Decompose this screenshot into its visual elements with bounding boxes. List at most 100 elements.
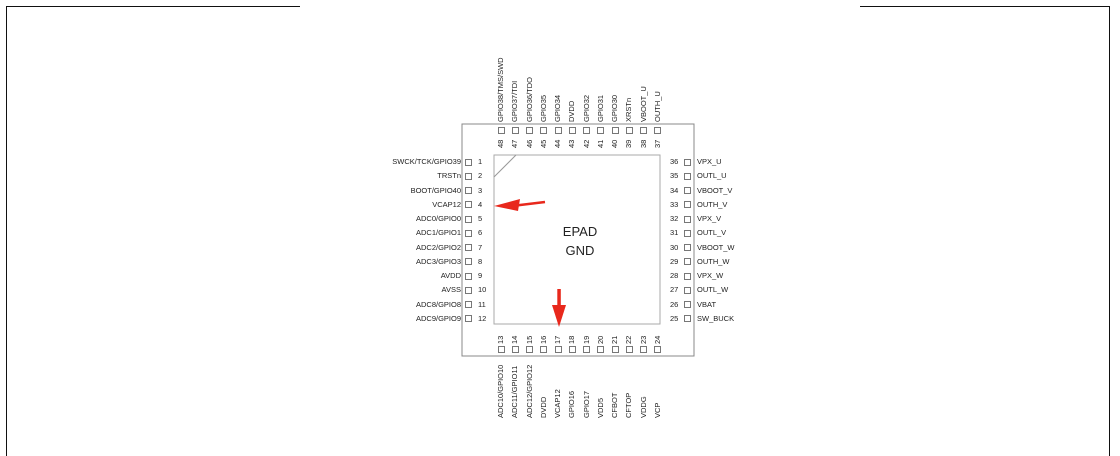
pin-pad	[654, 127, 662, 134]
epad-title: EPAD	[562, 224, 598, 239]
pin-label: CFBOT	[610, 392, 619, 418]
pin-label: OUTH_V	[697, 199, 728, 209]
pin-label: GPIO38/TMS/SWD	[496, 57, 505, 122]
pin-number: 47	[510, 139, 520, 148]
pin-label: VCAP12	[432, 199, 461, 209]
pin-label: XRSTn	[624, 97, 634, 122]
pin-label: DVDD	[538, 396, 548, 418]
pin-pad	[597, 127, 605, 134]
pin-pad	[511, 127, 519, 134]
pin-pad	[465, 272, 472, 280]
pin-number: 41	[595, 139, 605, 148]
pin-number: 26	[670, 299, 679, 309]
pin-label: ADC11/GPIO11	[510, 365, 520, 418]
pin-pad	[465, 187, 472, 194]
pin-pad	[526, 346, 533, 353]
pin-number: 32	[670, 214, 679, 223]
pin-pad	[625, 127, 633, 134]
pin-pad	[611, 127, 619, 134]
pin-label: OUTH_W	[697, 256, 730, 266]
pin-label: AVSS	[441, 285, 461, 295]
pin-label: GPIO31	[595, 94, 605, 122]
pin-pad	[684, 258, 691, 266]
pin-number: 19	[581, 335, 591, 344]
pin-pad	[597, 346, 605, 353]
pin-pad	[684, 301, 691, 308]
pin-label: CFTOP	[624, 392, 634, 418]
pin-label: OUTH_U	[652, 91, 662, 122]
pin-number: 12	[478, 313, 487, 323]
pin-label: GPIO17	[581, 390, 591, 418]
pin-pad	[583, 127, 590, 134]
pin-pad	[465, 244, 472, 251]
pin-number: 27	[670, 285, 679, 295]
pin-number: 25	[670, 313, 679, 323]
pin-pad	[497, 346, 505, 353]
pin-number: 20	[595, 335, 605, 344]
pin-number: 21	[610, 335, 619, 344]
pin-pad	[465, 172, 472, 180]
pin-pad	[684, 315, 691, 323]
pin-number: 36	[670, 157, 679, 166]
epad-subtitle: GND	[565, 243, 595, 258]
pin-pad	[640, 127, 647, 134]
pin-label: OUTL_U	[697, 171, 727, 181]
pin-number: 38	[638, 139, 648, 148]
pin-number: 40	[610, 139, 619, 148]
pin-pad	[684, 229, 691, 237]
pin-number: 11	[478, 299, 486, 309]
pin-number: 4	[478, 199, 483, 209]
pin-number: 35	[670, 171, 679, 181]
pin-number: 45	[538, 139, 548, 148]
pin-label: GPIO32	[581, 94, 591, 122]
arrow-to-pin4-vcap12	[494, 199, 546, 211]
pin-label: ADC12/GPIO12	[524, 364, 534, 418]
pin-label: ADC2/GPIO2	[415, 242, 461, 252]
pin-pad	[465, 229, 472, 237]
pin-pad	[684, 172, 691, 180]
pin-number: 3	[478, 185, 483, 195]
pin-number: 18	[567, 335, 577, 344]
pin-number: 39	[624, 139, 634, 148]
pin-number: 2	[478, 171, 483, 181]
pin-pad	[684, 201, 691, 209]
pin-label: BOOT/GPIO40	[410, 185, 461, 195]
pin-number: 34	[670, 185, 679, 195]
pin-number: 13	[496, 335, 505, 344]
pin-number: 28	[670, 271, 679, 280]
pin-pad	[640, 346, 647, 353]
pin-label: AVDD	[440, 271, 461, 280]
epad-outline	[493, 154, 661, 325]
pin-label: OUTL_W	[697, 285, 729, 295]
pin-label: ADC3/GPIO3	[415, 256, 461, 266]
pin-label: TRSTn	[437, 171, 461, 181]
pin-label: VCAP12	[553, 389, 562, 418]
pin-number: 31	[670, 228, 679, 238]
pin-pad	[684, 286, 691, 294]
pin-pad	[583, 346, 590, 353]
pin-label: ADC8/GPIO8	[415, 299, 461, 309]
pin-pad	[540, 127, 548, 134]
pin-number: 6	[478, 228, 483, 238]
pin-number: 8	[478, 256, 483, 266]
pin-pad	[465, 286, 472, 294]
pin-number: 16	[538, 335, 548, 344]
pin-pad	[625, 346, 633, 353]
arrow-shaft	[515, 200, 546, 207]
pin-label: ADC0/GPIO0	[415, 214, 461, 223]
pin-label: ADC1/GPIO1	[415, 228, 461, 238]
pin-pad	[554, 346, 562, 353]
pin-number: 29	[670, 256, 679, 266]
pin-pad	[654, 346, 662, 353]
pin-number: 33	[670, 199, 679, 209]
pin-number: 30	[670, 242, 679, 252]
pin-number: 48	[496, 139, 505, 148]
pin-label: VPX_V	[697, 214, 722, 223]
arrow-shaft	[557, 289, 561, 307]
pin-pad	[540, 346, 548, 353]
cropped-caption-strip	[300, 0, 860, 7]
pin-label: GPIO16	[567, 390, 577, 418]
pin-label: VBOOT_W	[697, 242, 735, 252]
